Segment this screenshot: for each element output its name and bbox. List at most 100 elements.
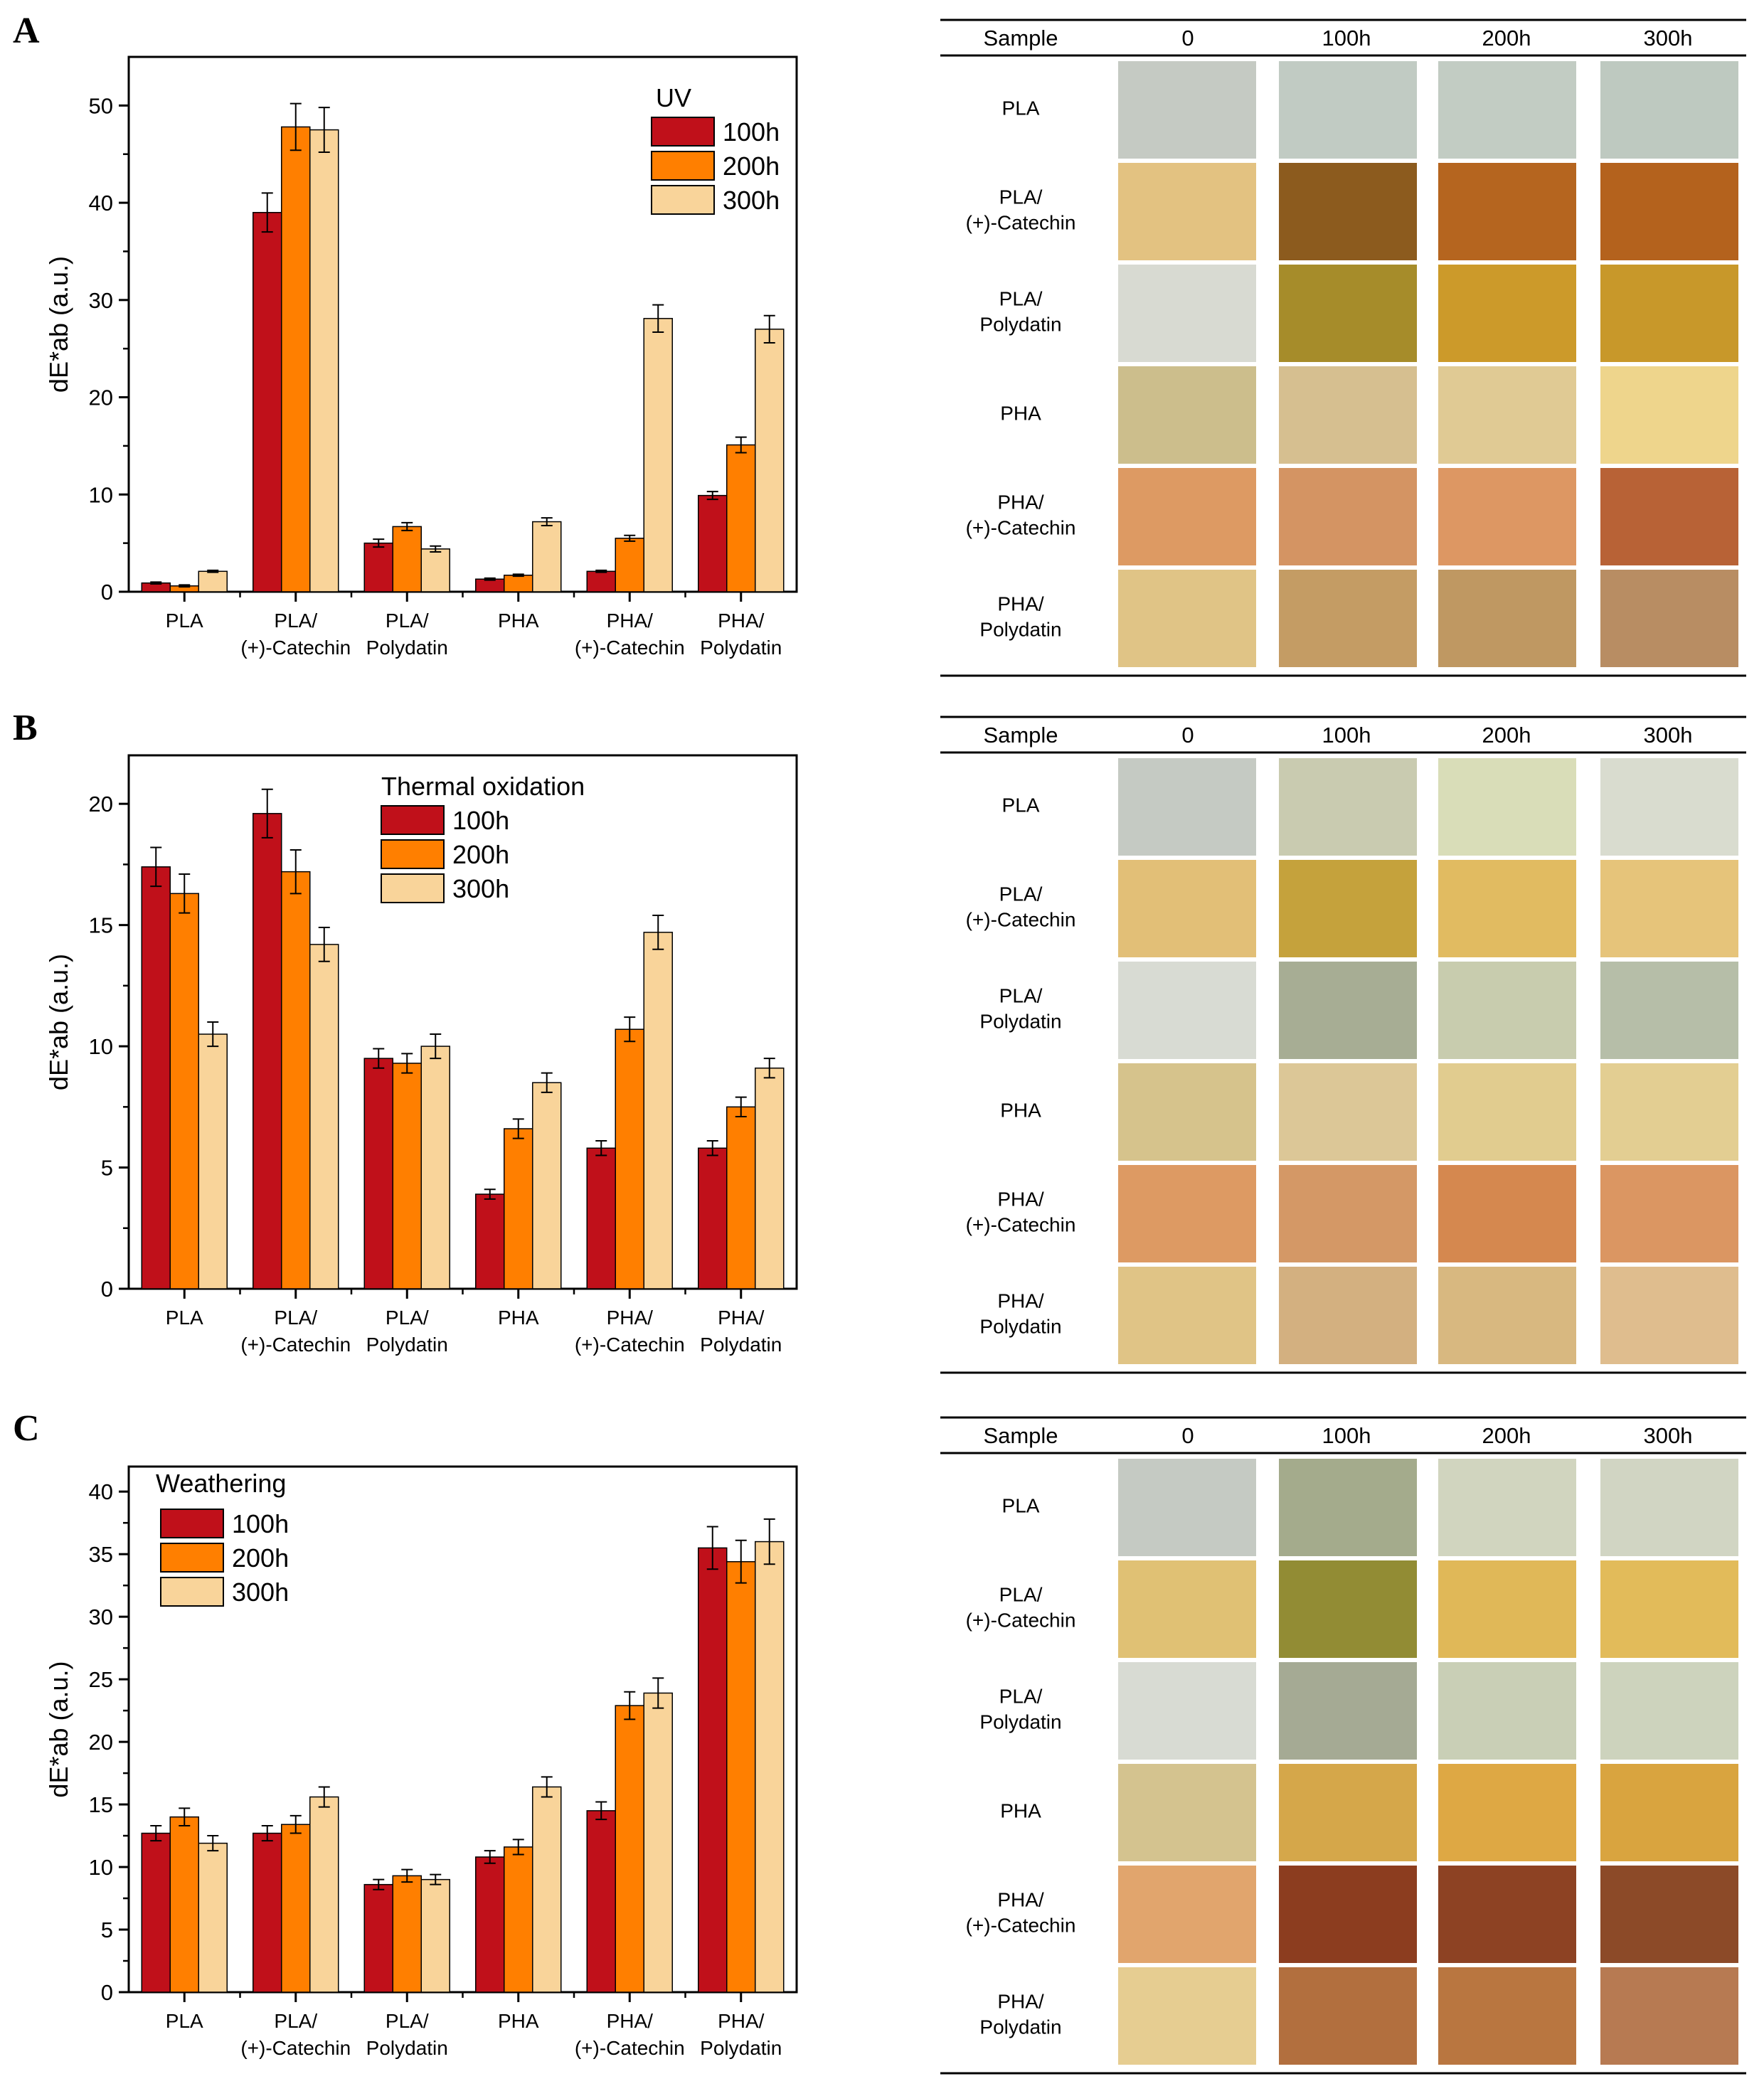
color-swatch	[1118, 1459, 1256, 1556]
color-swatch	[1438, 468, 1576, 565]
legend-label-200h: 200h	[723, 151, 780, 181]
table-header: 0	[1181, 723, 1194, 748]
color-swatch	[1600, 366, 1738, 464]
bar-300h	[532, 1082, 562, 1289]
color-swatch	[1118, 860, 1256, 957]
color-swatch	[1118, 962, 1256, 1059]
y-tick-label: 15	[89, 1792, 113, 1817]
bar-300h	[532, 1786, 562, 1993]
bar-300h	[420, 1878, 450, 1993]
bar-200h	[726, 444, 756, 592]
color-swatch	[1438, 163, 1576, 260]
color-swatch	[1600, 163, 1738, 260]
color-swatch	[1438, 1267, 1576, 1364]
legend-swatch-100h	[651, 117, 715, 147]
color-swatch	[1438, 758, 1576, 856]
bar-300h	[755, 329, 785, 592]
x-tick-label: PLA	[166, 1307, 203, 1329]
color-swatch	[1438, 962, 1576, 1059]
color-swatch	[1118, 265, 1256, 362]
panel-letter: A	[13, 11, 40, 51]
bar-200h	[392, 1063, 422, 1289]
x-tick-label: PLA	[166, 610, 203, 632]
color-swatch	[1118, 1662, 1256, 1760]
table-header: 100h	[1322, 723, 1371, 748]
color-swatch	[1279, 1967, 1417, 2065]
table-header: 0	[1181, 1423, 1194, 1448]
y-axis-label: dE*ab (a.u.)	[44, 1661, 73, 1797]
color-swatch	[1438, 1165, 1576, 1262]
table-header: 300h	[1644, 723, 1693, 748]
color-swatch	[1279, 1267, 1417, 1364]
legend: Thermal oxidation 100h 200h 300h	[381, 772, 585, 903]
color-swatch	[1600, 468, 1738, 565]
y-tick-label: 20	[89, 792, 113, 816]
x-tick-label: PLA/Polydatin	[366, 1307, 448, 1356]
color-swatch	[1279, 265, 1417, 362]
color-swatch	[1118, 1866, 1256, 1963]
color-swatch	[1118, 366, 1256, 464]
bar-200h	[392, 526, 422, 592]
sample-label: PHA/(+)-Catechin	[966, 1889, 1076, 1937]
color-table-a: Sample 0 100h 200h 300h PLA PLA/(+)-Catechin PL…	[940, 18, 1746, 677]
y-tick-label: 5	[101, 1917, 113, 1942]
color-swatch	[1600, 1764, 1738, 1861]
color-swatch	[1118, 1165, 1256, 1262]
legend-swatch-100h	[160, 1509, 224, 1538]
x-tick-label: PLA/Polydatin	[366, 2010, 448, 2059]
legend: Weathering 100h 200h 300h	[156, 1469, 289, 1607]
bar-100h	[475, 1193, 505, 1289]
table-header: 100h	[1322, 26, 1371, 50]
color-swatch	[1600, 570, 1738, 667]
color-swatch	[1118, 1063, 1256, 1161]
legend-label-200h: 200h	[452, 840, 509, 869]
y-tick-label: 30	[89, 288, 113, 313]
bar-200h	[504, 1128, 533, 1289]
bar-300h	[309, 944, 339, 1289]
legend-title: UV	[656, 83, 691, 112]
bar-200h	[726, 1560, 756, 1993]
color-swatch	[1279, 61, 1417, 159]
bar-200h	[392, 1875, 422, 1993]
table-header: Sample	[983, 1423, 1058, 1448]
bar-100h	[698, 1547, 728, 1993]
sample-label: PLA	[1002, 97, 1040, 119]
legend-label-300h: 300h	[452, 874, 509, 903]
sample-label: PHA	[1000, 1100, 1041, 1122]
sample-label: PLA/(+)-Catechin	[966, 883, 1076, 931]
y-tick-label: 5	[101, 1156, 113, 1181]
color-swatch	[1118, 1267, 1256, 1364]
legend-swatch-200h	[381, 839, 445, 869]
y-tick-label: 20	[89, 1730, 113, 1755]
bar-100h	[363, 542, 393, 592]
y-axis-label: dE*ab (a.u.)	[44, 256, 73, 393]
legend-swatch-300h	[651, 185, 715, 215]
color-swatch	[1118, 61, 1256, 159]
table-header: 100h	[1322, 1423, 1371, 1448]
bar-100h	[253, 212, 282, 592]
legend-title: Thermal oxidation	[381, 772, 585, 801]
y-tick-label: 25	[89, 1667, 113, 1692]
sample-label: PHA/Polydatin	[979, 593, 1061, 641]
legend-label-300h: 300h	[232, 1578, 289, 1607]
bar-100h	[141, 1832, 171, 1993]
plot-frame	[127, 754, 798, 1290]
x-tick-label: PLA/(+)-Catechin	[240, 2010, 351, 2059]
legend-label-200h: 200h	[232, 1543, 289, 1573]
y-tick-label: 50	[89, 93, 113, 118]
color-swatch	[1600, 1866, 1738, 1963]
x-tick-label: PHA	[498, 610, 539, 632]
color-swatch	[1600, 1560, 1738, 1658]
x-tick-label: PLA/(+)-Catechin	[240, 610, 351, 659]
y-tick-label: 0	[101, 1277, 113, 1302]
color-swatch	[1279, 163, 1417, 260]
color-table-c: Sample 0 100h 200h 300h PLA PLA/(+)-Catechin PL…	[940, 1416, 1746, 2075]
bar-100h	[698, 1147, 728, 1289]
color-swatch	[1438, 860, 1576, 957]
x-tick-label: PHA/(+)-Catechin	[575, 1307, 685, 1356]
color-swatch	[1600, 1967, 1738, 2065]
sample-label: PHA/Polydatin	[979, 1290, 1061, 1338]
bar-200h	[504, 575, 533, 592]
